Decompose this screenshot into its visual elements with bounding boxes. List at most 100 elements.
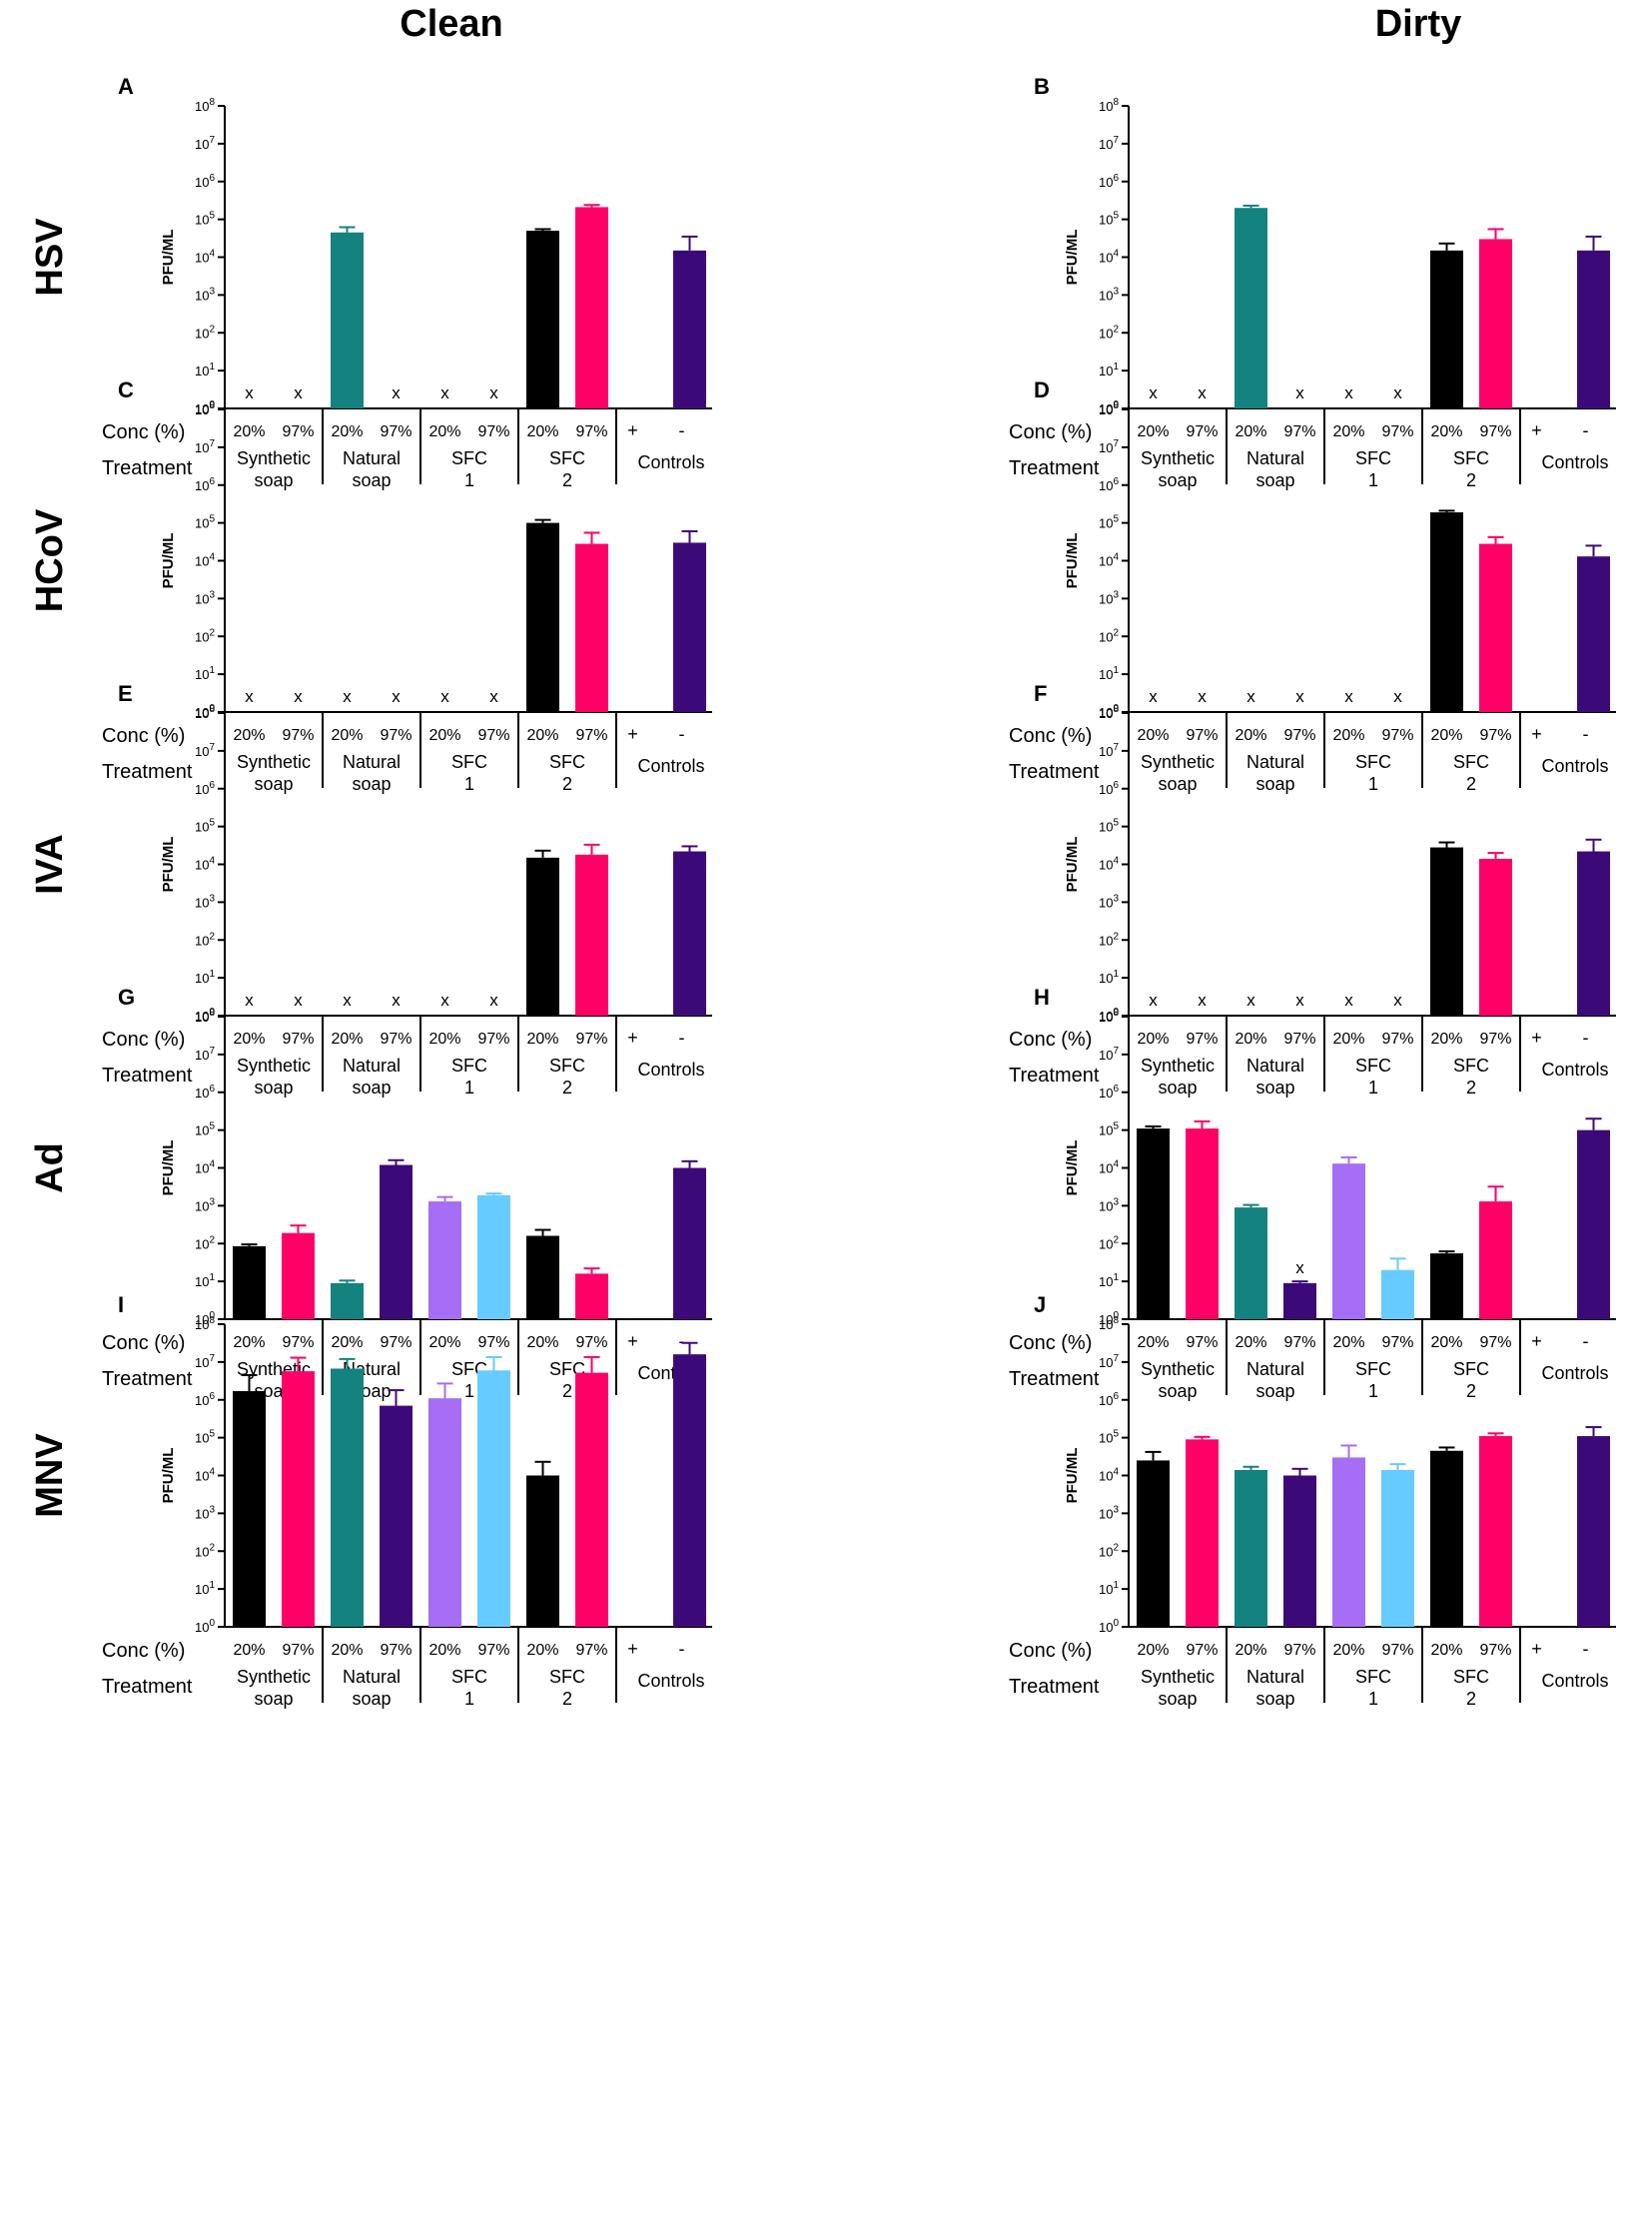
- treatment-label: soap: [352, 1689, 391, 1709]
- conc-label: 97%: [575, 727, 607, 744]
- treatment-label: Synthetic: [1141, 448, 1215, 468]
- conc-label: 20%: [233, 1642, 265, 1659]
- bar: [233, 1391, 266, 1627]
- conc-label: 20%: [1235, 727, 1266, 744]
- treatment-label: 1: [1368, 1689, 1378, 1709]
- not-detected-marker: x: [489, 687, 498, 706]
- treatment-label: SFC: [1453, 1667, 1489, 1687]
- conc-label: +: [627, 724, 638, 744]
- conc-label: 20%: [331, 1642, 363, 1659]
- conc-label: -: [1583, 724, 1589, 744]
- conc-label: 20%: [1332, 727, 1364, 744]
- conc-label: 97%: [1479, 1642, 1511, 1659]
- conc-label: 97%: [1283, 423, 1315, 440]
- bar: [1235, 1207, 1267, 1319]
- treatment-label: soap: [1255, 1381, 1294, 1401]
- y-axis-title: PFU/ML: [1064, 230, 1081, 286]
- conc-label: 20%: [331, 423, 363, 440]
- not-detected-marker: x: [294, 687, 303, 706]
- treatment-label: SFC: [1355, 1056, 1391, 1076]
- treatment-label: Synthetic: [1141, 1667, 1215, 1687]
- y-tick-label: 100: [195, 1618, 215, 1635]
- y-tick-label: 105: [195, 514, 215, 531]
- treatment-label: soap: [1158, 1078, 1197, 1098]
- not-detected-marker: x: [440, 383, 449, 402]
- bar: [1137, 1460, 1170, 1627]
- y-tick-label: 102: [1099, 931, 1119, 948]
- treatment-label: Controls: [1541, 1363, 1608, 1383]
- bar: [477, 1370, 510, 1627]
- conc-label: 20%: [1137, 1334, 1169, 1351]
- y-tick-label: 108: [1099, 97, 1119, 114]
- bar: [331, 232, 364, 408]
- y-tick-label: 104: [1099, 249, 1119, 266]
- not-detected-marker: x: [489, 991, 498, 1010]
- y-tick-label: 102: [1099, 627, 1119, 644]
- y-axis-title: PFU/ML: [1064, 837, 1081, 893]
- conc-label: 97%: [1186, 727, 1218, 744]
- treatment-label: SFC: [451, 448, 487, 468]
- treatment-label: soap: [254, 1078, 293, 1098]
- treatment-label: SFC: [451, 1667, 487, 1687]
- conc-label: -: [1583, 1639, 1589, 1659]
- bar: [673, 1167, 706, 1319]
- row-label-hcov: HCoV: [29, 508, 71, 612]
- bar: [428, 1398, 461, 1627]
- treatment-label: Controls: [637, 1671, 704, 1691]
- bar: [1577, 556, 1610, 712]
- treatment-label: 2: [562, 470, 572, 490]
- y-tick-label: 104: [195, 1467, 215, 1484]
- conc-label: -: [679, 724, 685, 744]
- conc-label: 97%: [477, 423, 509, 440]
- treatment-label: 1: [464, 774, 474, 794]
- conc-label: 97%: [1381, 1642, 1413, 1659]
- y-tick-label: 108: [195, 1315, 215, 1332]
- conc-label: 97%: [575, 423, 607, 440]
- conc-label: 97%: [1283, 1334, 1315, 1351]
- bar: [575, 854, 608, 1016]
- y-tick-label: 105: [195, 1121, 215, 1138]
- y-tick-label: 102: [1099, 1234, 1119, 1251]
- treatment-label: soap: [1255, 774, 1294, 794]
- treatment-label: Controls: [637, 1060, 704, 1080]
- treatment-label: Natural: [1246, 1667, 1304, 1687]
- conc-label: 97%: [380, 1031, 412, 1048]
- conc-label: 97%: [1479, 1334, 1511, 1351]
- not-detected-marker: x: [1149, 991, 1158, 1010]
- bar: [673, 851, 706, 1016]
- y-tick-label: 106: [195, 780, 215, 797]
- bar: [1577, 1129, 1610, 1319]
- conc-label: -: [1583, 1331, 1589, 1351]
- conc-label: 97%: [1479, 1031, 1511, 1048]
- conc-label: 97%: [1283, 1642, 1315, 1659]
- conc-label: +: [1531, 420, 1542, 440]
- bar: [1137, 1128, 1170, 1319]
- panel-letter: F: [1034, 681, 1047, 706]
- conc-label: 20%: [233, 727, 265, 744]
- conc-label: 20%: [331, 1031, 363, 1048]
- not-detected-marker: x: [1393, 383, 1402, 402]
- row-label-ad: Ad: [29, 1142, 71, 1193]
- bar: [673, 250, 706, 408]
- conc-label: -: [679, 420, 685, 440]
- bar: [673, 1354, 706, 1627]
- y-axis-title: PFU/ML: [160, 230, 177, 286]
- treatment-label: SFC: [1453, 448, 1489, 468]
- conc-label: 20%: [1430, 1031, 1462, 1048]
- conc-label: +: [627, 1331, 638, 1351]
- y-tick-label: 105: [195, 211, 215, 228]
- not-detected-marker: x: [1344, 383, 1353, 402]
- treatment-label: Synthetic: [1141, 752, 1215, 772]
- conc-label: 20%: [526, 1031, 558, 1048]
- conc-label: 20%: [1137, 727, 1169, 744]
- treatment-label: Natural: [343, 1056, 401, 1076]
- y-tick-label: 104: [195, 249, 215, 266]
- treatment-row-label: Treatment: [1009, 457, 1100, 479]
- y-tick-label: 106: [195, 1084, 215, 1101]
- not-detected-marker: x: [1295, 1258, 1304, 1277]
- not-detected-marker: x: [1149, 687, 1158, 706]
- treatment-label: SFC: [1355, 448, 1391, 468]
- y-tick-label: 104: [1099, 1467, 1119, 1484]
- y-tick-label: 102: [195, 324, 215, 341]
- y-tick-label: 104: [195, 1159, 215, 1176]
